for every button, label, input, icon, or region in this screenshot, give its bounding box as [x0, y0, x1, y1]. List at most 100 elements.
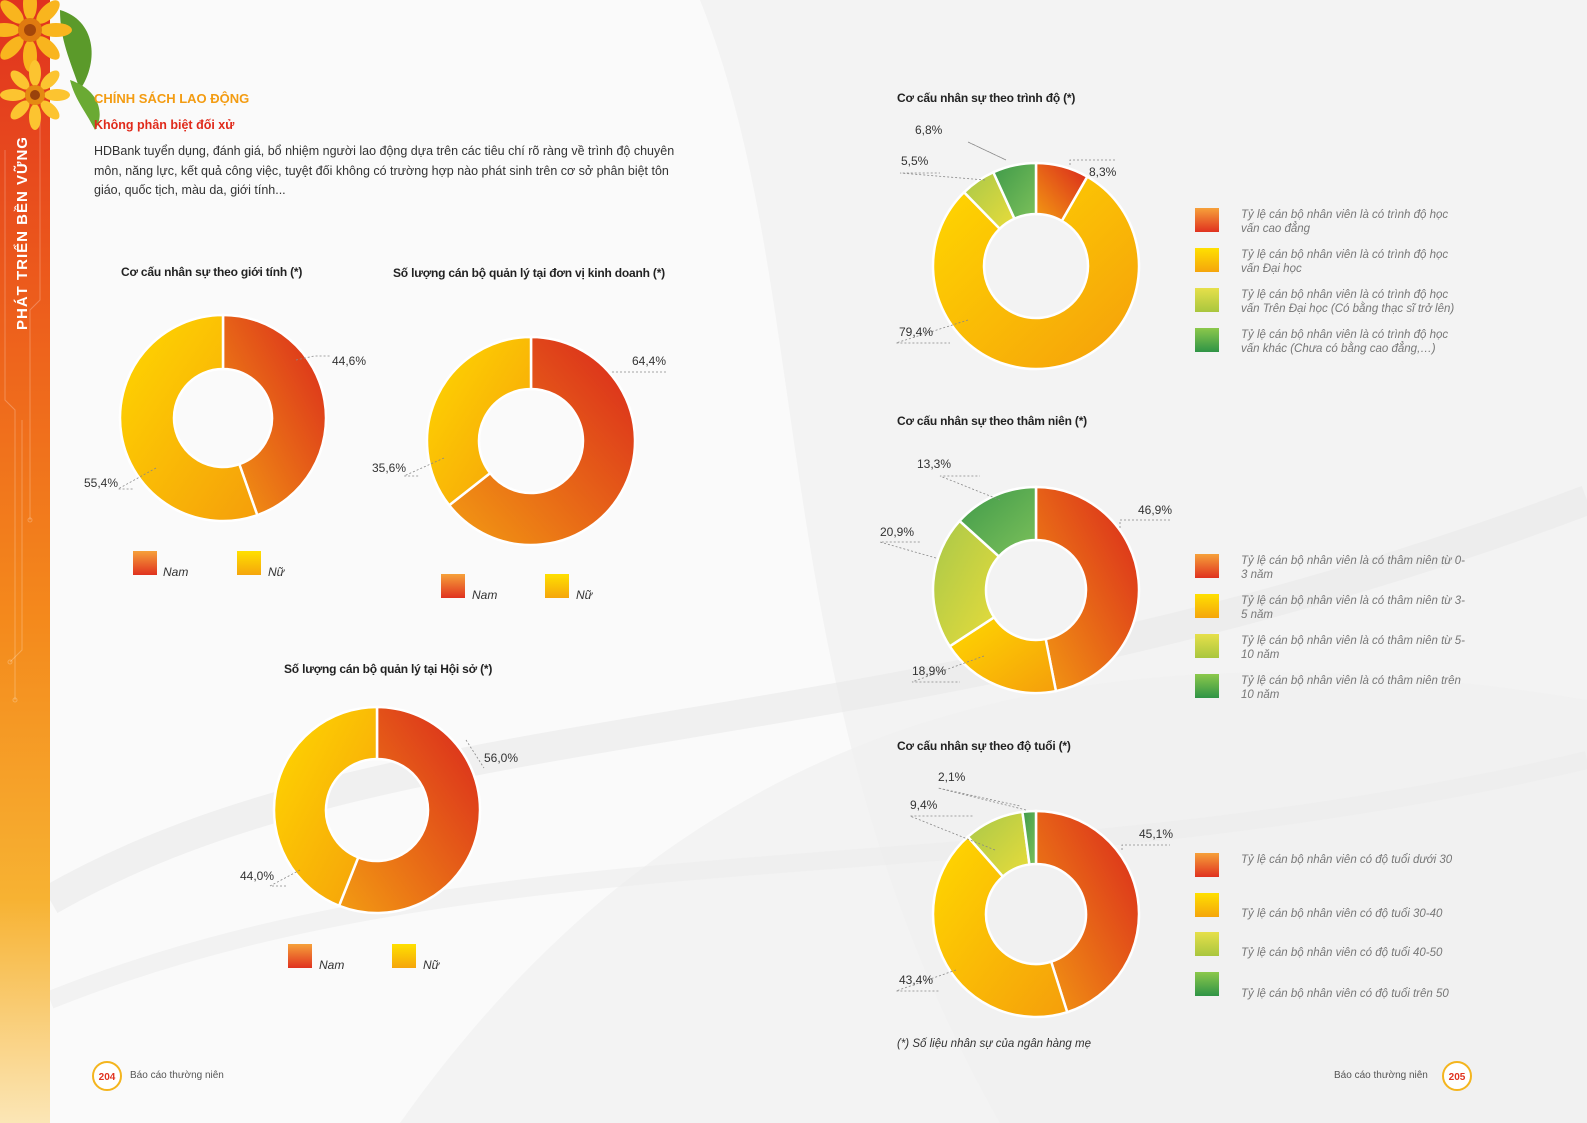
data-label-age-1: 43,4%: [899, 973, 933, 987]
donut-gender: 44,6% 55,4%: [84, 313, 366, 523]
data-label-education-0: 8,3%: [1089, 165, 1117, 179]
chart-title-managers-business: Số lượng cán bộ quản lý tại đơn vị kinh …: [393, 266, 665, 280]
circuit-pattern: [4, 120, 41, 703]
leader-line-managers_hq-0: [465, 739, 485, 769]
legend-swatch-nu: [392, 944, 416, 968]
data-label-seniority-3: 13,3%: [917, 457, 951, 471]
data-label-age-2: 9,4%: [910, 798, 938, 812]
leader-line-age-1: [895, 969, 957, 992]
data-label-seniority-1: 18,9%: [912, 664, 946, 678]
legend-swatch-seniority-0: [1195, 554, 1219, 578]
slice-managers_hq-0: [337, 705, 482, 915]
slice-seniority-3: [957, 485, 1038, 559]
legend-label-education-0: Tỷ lệ cán bộ nhân viên là có trình độ họ…: [1241, 209, 1449, 235]
leader-line-managers_hq-1: [269, 869, 301, 887]
footer-text-right: Báo cáo thường niên: [1334, 1070, 1428, 1081]
slice-managers_hq-1: [272, 705, 379, 908]
slice-age-1: [931, 834, 1069, 1019]
legend-label-age-2: Tỷ lệ cán bộ nhân viên có độ tuổi 40-50: [1241, 947, 1443, 959]
legend-label-age-1: Tỷ lệ cán bộ nhân viên có độ tuổi 30-40: [1241, 908, 1443, 920]
footnote: (*) Số liệu nhân sự của ngân hàng mẹ: [897, 1038, 1091, 1050]
legend-swatch-age-3: [1195, 972, 1219, 996]
chart-title-education: Cơ cấu nhân sự theo trình độ (*): [897, 91, 1076, 105]
donut-education: 8,3% 79,4% 5,5% 6,8%: [895, 123, 1141, 371]
chart-title-managers-hq: Số lượng cán bộ quản lý tại Hội sở (*): [284, 662, 493, 676]
slice-age-0: [1034, 809, 1141, 1014]
legend-swatch-nu: [237, 551, 261, 575]
leader-line-education-0: [1069, 159, 1116, 165]
legend-swatch-nu: [545, 574, 569, 598]
slice-managers_business-0: [447, 335, 637, 547]
legend-swatch-seniority-2: [1195, 634, 1219, 658]
legend-label-seniority-2: Tỷ lệ cán bộ nhân viên là có thâm niên t…: [1241, 635, 1465, 661]
legend-label-nam: Nam: [472, 588, 498, 602]
data-label-gender-0: 44,6%: [332, 354, 366, 368]
data-label-managers_business-1: 35,6%: [372, 461, 406, 475]
leader-line-education-2: [899, 172, 986, 181]
chart-title-seniority: Cơ cấu nhân sự theo thâm niên (*): [897, 414, 1087, 428]
legend-label-age-3: Tỷ lệ cán bộ nhân viên có độ tuổi trên 5…: [1241, 988, 1449, 1000]
page-number-right: 205: [1442, 1061, 1472, 1091]
legend-label-education-2: Tỷ lệ cán bộ nhân viên là có trình độ họ…: [1241, 289, 1455, 315]
leader-line-seniority-2: [879, 541, 937, 559]
page-number-left: 204: [92, 1061, 122, 1091]
legend-label-age-0: Tỷ lệ cán bộ nhân viên có độ tuổi dưới 3…: [1241, 854, 1453, 866]
legend-label-seniority-0: Tỷ lệ cán bộ nhân viên là có thâm niên t…: [1241, 555, 1465, 581]
slice-education-1: [931, 174, 1141, 371]
data-label-education-3: 6,8%: [915, 123, 943, 137]
data-label-managers_hq-1: 44,0%: [240, 869, 274, 883]
donut-managers_business: 64,4% 35,6%: [372, 335, 666, 547]
donut-seniority: 46,9% 18,9% 20,9% 13,3%: [879, 457, 1172, 695]
legend-label-seniority-1: Tỷ lệ cán bộ nhân viên là có thâm niên t…: [1241, 595, 1465, 621]
slice-education-3: [991, 161, 1038, 221]
data-label-education-1: 79,4%: [899, 325, 933, 339]
legend-label-nu: Nữ: [268, 565, 285, 579]
slice-gender-0: [221, 313, 328, 517]
slice-managers_business-1: [425, 335, 533, 508]
legend-label-nu: Nữ: [576, 588, 593, 602]
legend-swatch-age-1: [1195, 893, 1219, 917]
footer-text-left: Báo cáo thường niên: [130, 1070, 224, 1081]
slice-seniority-0: [1034, 485, 1141, 693]
data-label-age-3: 2,1%: [938, 770, 966, 784]
legend-swatch-nam: [288, 944, 312, 968]
legend-swatch-age-2: [1195, 932, 1219, 956]
leader-line-seniority-3: [939, 475, 1001, 501]
legend-swatch-seniority-1: [1195, 594, 1219, 618]
legend-swatch-nam: [133, 551, 157, 575]
leader-line-education-1: [895, 319, 969, 344]
leader-line-seniority-1: [911, 655, 985, 683]
data-label-education-2: 5,5%: [901, 154, 929, 168]
flower-decoration: [0, 0, 100, 130]
legend-swatch-education-2: [1195, 288, 1219, 312]
legend-label-education-1: Tỷ lệ cán bộ nhân viên là có trình độ họ…: [1241, 249, 1449, 275]
legend-swatch-education-0: [1195, 208, 1219, 232]
legend-label-seniority-3: Tỷ lệ cán bộ nhân viên là có thâm niên t…: [1241, 675, 1461, 701]
legend-swatch-seniority-3: [1195, 674, 1219, 698]
data-label-seniority-0: 46,9%: [1138, 503, 1172, 517]
legend-swatch-education-1: [1195, 248, 1219, 272]
sub-title: Không phân biệt đối xử: [94, 118, 235, 132]
leader-line-gender-0: [295, 355, 330, 361]
data-label-age-0: 45,1%: [1139, 827, 1173, 841]
legend-label-nam: Nam: [163, 565, 189, 579]
data-label-managers_hq-0: 56,0%: [484, 751, 518, 765]
leader-line-age-0: [1121, 844, 1170, 850]
legend-label-education-3: Tỷ lệ cán bộ nhân viên là có trình độ họ…: [1241, 329, 1449, 355]
leader-line-seniority-0: [1119, 519, 1172, 528]
data-label-managers_business-0: 64,4%: [632, 354, 666, 368]
chart-title-age: Cơ cấu nhân sự theo độ tuổi (*): [897, 739, 1071, 753]
body-text: HDBank tuyển dụng, đánh giá, bổ nhiệm ng…: [94, 144, 675, 197]
slice-age-3: [1021, 809, 1038, 866]
chart-title-gender: Cơ cấu nhân sự theo giới tính (*): [121, 265, 303, 279]
donut-managers_hq: 56,0% 44,0%: [240, 705, 518, 915]
legend-swatch-education-3: [1195, 328, 1219, 352]
legend-swatch-nam: [441, 574, 465, 598]
leader-line-age-3: [937, 787, 1027, 811]
section-title: CHÍNH SÁCH LAO ĐỘNG: [94, 91, 250, 106]
leader-line-education-3: [967, 141, 1007, 161]
slice-gender-1: [118, 313, 259, 523]
